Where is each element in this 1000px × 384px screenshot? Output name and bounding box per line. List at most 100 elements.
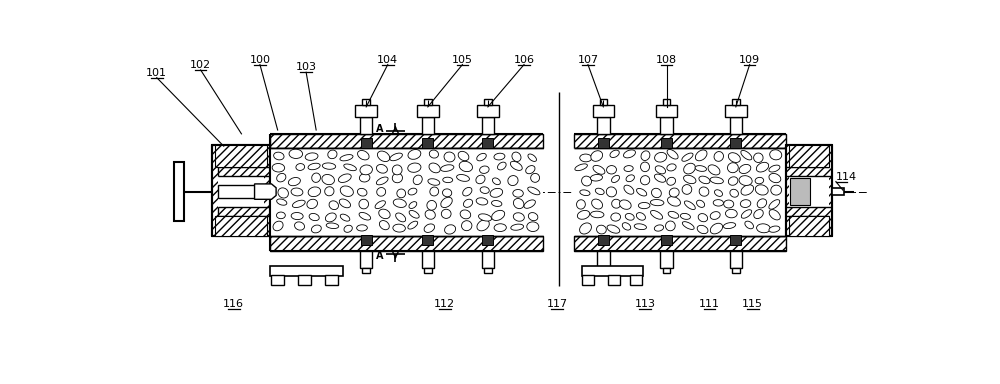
Bar <box>582 275 594 285</box>
Ellipse shape <box>409 202 417 209</box>
Ellipse shape <box>714 190 723 196</box>
Ellipse shape <box>272 164 285 172</box>
Ellipse shape <box>428 179 440 185</box>
Bar <box>361 235 372 245</box>
Ellipse shape <box>528 154 536 161</box>
Ellipse shape <box>340 186 353 197</box>
Ellipse shape <box>580 223 591 234</box>
Ellipse shape <box>444 152 455 162</box>
Ellipse shape <box>408 149 421 159</box>
Bar <box>574 235 786 251</box>
Ellipse shape <box>375 201 385 209</box>
Ellipse shape <box>305 153 318 161</box>
Text: 108: 108 <box>656 55 677 65</box>
Ellipse shape <box>626 175 634 182</box>
Text: 109: 109 <box>739 55 760 65</box>
Ellipse shape <box>710 223 723 234</box>
Ellipse shape <box>492 178 500 185</box>
Ellipse shape <box>680 214 690 219</box>
Ellipse shape <box>724 200 734 208</box>
Ellipse shape <box>429 150 439 158</box>
Bar <box>663 268 670 273</box>
Bar <box>325 275 338 285</box>
Bar <box>482 139 493 149</box>
Ellipse shape <box>580 190 590 195</box>
Ellipse shape <box>344 225 352 232</box>
Ellipse shape <box>478 214 492 221</box>
Ellipse shape <box>612 175 620 182</box>
Ellipse shape <box>713 200 723 206</box>
Ellipse shape <box>607 225 620 233</box>
Ellipse shape <box>624 166 633 172</box>
Ellipse shape <box>494 153 505 160</box>
Ellipse shape <box>328 150 337 159</box>
Ellipse shape <box>377 187 386 196</box>
Bar <box>730 117 742 134</box>
Ellipse shape <box>458 151 469 161</box>
Ellipse shape <box>682 222 694 229</box>
Text: 106: 106 <box>514 55 535 65</box>
Ellipse shape <box>741 185 754 195</box>
Ellipse shape <box>357 189 367 196</box>
Ellipse shape <box>527 222 539 232</box>
Ellipse shape <box>739 175 752 185</box>
Ellipse shape <box>295 222 305 230</box>
Bar <box>484 268 492 273</box>
Ellipse shape <box>757 199 767 208</box>
Ellipse shape <box>714 152 723 161</box>
Ellipse shape <box>445 225 456 234</box>
Bar <box>360 251 372 268</box>
Ellipse shape <box>340 214 350 221</box>
Ellipse shape <box>357 225 367 231</box>
Ellipse shape <box>325 213 336 222</box>
Ellipse shape <box>591 151 603 161</box>
Ellipse shape <box>359 199 369 209</box>
Bar <box>270 148 543 235</box>
Ellipse shape <box>288 177 300 186</box>
Ellipse shape <box>498 162 506 170</box>
Ellipse shape <box>393 224 405 232</box>
Ellipse shape <box>668 197 680 206</box>
Ellipse shape <box>513 199 524 209</box>
Ellipse shape <box>699 187 709 196</box>
Bar <box>361 139 372 149</box>
Ellipse shape <box>392 173 402 183</box>
Polygon shape <box>255 184 276 199</box>
Ellipse shape <box>595 188 604 195</box>
Bar <box>598 139 609 149</box>
Ellipse shape <box>769 165 780 172</box>
Ellipse shape <box>460 210 471 219</box>
Bar <box>422 139 433 149</box>
Bar <box>725 104 747 117</box>
Ellipse shape <box>640 175 650 185</box>
Ellipse shape <box>667 164 676 171</box>
Text: 114: 114 <box>836 172 857 182</box>
Ellipse shape <box>326 223 339 228</box>
Ellipse shape <box>741 151 752 160</box>
Bar <box>298 275 311 285</box>
Ellipse shape <box>524 200 535 208</box>
Ellipse shape <box>641 162 650 172</box>
Bar <box>597 251 610 268</box>
Text: A: A <box>376 250 383 260</box>
Bar <box>477 104 499 117</box>
Ellipse shape <box>769 200 780 209</box>
Bar <box>608 275 620 285</box>
Ellipse shape <box>322 174 334 185</box>
Ellipse shape <box>650 200 664 206</box>
Text: 101: 101 <box>146 68 167 78</box>
Bar <box>270 235 543 251</box>
Ellipse shape <box>684 163 695 174</box>
Bar <box>360 117 372 134</box>
Bar <box>271 275 284 285</box>
Ellipse shape <box>409 210 419 218</box>
Ellipse shape <box>462 221 472 231</box>
Ellipse shape <box>408 188 417 195</box>
Ellipse shape <box>741 210 752 218</box>
Bar <box>730 235 741 245</box>
Bar <box>600 268 607 273</box>
Ellipse shape <box>396 213 406 222</box>
Ellipse shape <box>756 162 769 172</box>
Ellipse shape <box>668 212 679 218</box>
Ellipse shape <box>723 223 736 228</box>
